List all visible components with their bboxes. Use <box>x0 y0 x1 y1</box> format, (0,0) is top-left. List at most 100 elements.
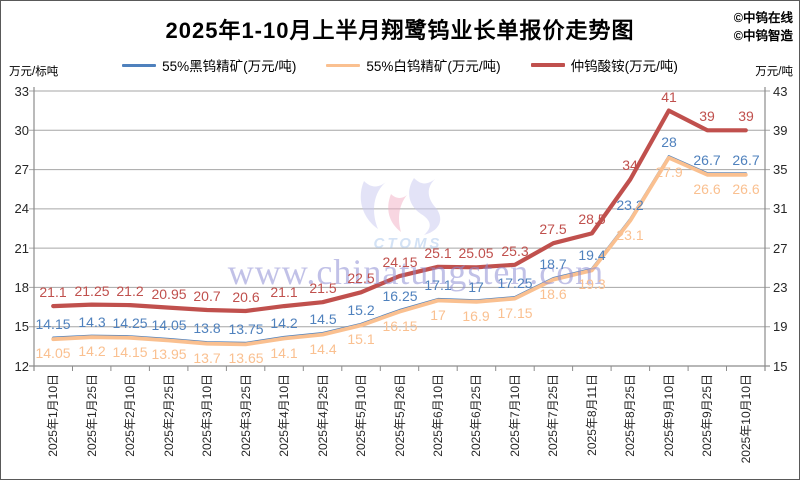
data-label: 14.5 <box>309 311 337 327</box>
x-axis-label: 2025年10月10日 <box>739 374 753 464</box>
data-label: 23.2 <box>616 197 644 213</box>
data-label: 34 <box>622 157 638 173</box>
left-axis-tick-label: 33 <box>14 84 29 99</box>
copyright-line-2: ©中钨智造 <box>733 29 793 43</box>
data-label: 39 <box>738 108 754 124</box>
x-axis-label: 2025年6月10日 <box>431 374 445 457</box>
x-axis-label: 2025年3月10日 <box>200 374 214 457</box>
data-label: 25.1 <box>424 245 452 261</box>
right-axis-tick-label: 15 <box>773 359 788 374</box>
x-axis-label: 2025年5月26日 <box>393 374 407 457</box>
left-axis-unit: 万元/标吨 <box>9 66 59 78</box>
legend-label: 55%白钨精矿(万元/吨) <box>366 59 501 74</box>
left-axis-tick-label: 12 <box>14 359 29 374</box>
data-label: 27.5 <box>539 221 567 237</box>
legend-item-white-tungsten: 55%白钨精矿(万元/吨) <box>326 55 501 75</box>
x-axis-label: 2025年8月11日 <box>585 374 599 456</box>
data-label: 17 <box>430 307 446 323</box>
legend-line-swatch-red <box>530 63 565 67</box>
data-label: 17.15 <box>497 305 533 321</box>
data-label: 13.7 <box>193 350 221 366</box>
right-axis-tick-label: 43 <box>773 84 788 99</box>
data-label: 25.05 <box>458 245 494 261</box>
chart-legend: 55%黑钨精矿(万元/吨) 55%白钨精矿(万元/吨) 仲钨酸铵(万元/吨) <box>1 55 799 75</box>
data-label: 26.6 <box>693 181 721 197</box>
copyright-line-1: ©中钨在线 <box>733 11 793 25</box>
left-axis-tick-label: 24 <box>14 201 29 216</box>
x-axis-label: 2025年6月25日 <box>469 374 483 457</box>
data-label: 13.95 <box>151 346 187 362</box>
svg-text:CTOMS: CTOMS <box>374 235 443 251</box>
data-label: 26.7 <box>693 152 721 168</box>
legend-label: 仲钨酸铵(万元/吨) <box>570 59 678 74</box>
data-label: 21.2 <box>116 283 144 299</box>
data-label: 20.7 <box>193 288 221 304</box>
right-axis-tick-label: 31 <box>773 201 788 216</box>
x-axis-label: 2025年1月25日 <box>85 374 99 457</box>
data-label: 13.8 <box>193 320 221 336</box>
left-axis-tick-label: 27 <box>14 162 29 177</box>
data-label: 14.05 <box>35 345 71 361</box>
data-label: 17.1 <box>424 277 452 293</box>
data-label: 28 <box>661 134 677 150</box>
copyright-block: ©中钨在线 ©中钨智造 <box>734 9 793 45</box>
data-label: 14.15 <box>112 344 148 360</box>
x-axis-label: 2025年9月25日 <box>700 374 714 457</box>
data-label: 14.3 <box>78 314 106 330</box>
right-axis-unit: 万元/吨 <box>755 66 793 78</box>
data-label: 26.6 <box>732 181 760 197</box>
legend-item-apt: 仲钨酸铵(万元/吨) <box>530 55 678 75</box>
right-axis-tick-label: 23 <box>773 280 788 295</box>
data-label: 21.1 <box>39 284 67 300</box>
right-axis-tick-label: 39 <box>773 123 788 138</box>
data-label: 21.1 <box>270 284 298 300</box>
data-label: 15.1 <box>347 331 375 347</box>
data-label: 14.2 <box>270 315 298 331</box>
data-label: 16.9 <box>462 308 490 324</box>
data-label: 28.5 <box>578 211 606 227</box>
legend-line-swatch-orange <box>326 63 361 67</box>
data-label: 41 <box>661 89 677 105</box>
data-label: 18.7 <box>539 256 567 272</box>
x-axis-label: 2025年3月25日 <box>239 374 253 457</box>
data-label: 24.15 <box>382 254 418 270</box>
data-label: 13.65 <box>228 350 264 366</box>
legend-item-black-tungsten: 55%黑钨精矿(万元/吨) <box>122 55 296 75</box>
data-label: 22.5 <box>347 270 375 286</box>
data-label: 15.2 <box>347 302 375 318</box>
right-axis-tick-label: 27 <box>773 241 788 256</box>
data-label: 16.25 <box>382 288 418 304</box>
legend-label: 55%黑钨精矿(万元/吨) <box>162 59 297 74</box>
left-axis-tick-label: 15 <box>14 319 29 334</box>
x-axis-label: 2025年4月10日 <box>277 374 291 457</box>
legend-line-swatch-blue <box>122 63 157 67</box>
data-label: 18.6 <box>539 286 567 302</box>
series-line-1 <box>51 155 748 347</box>
x-axis-label: 2025年7月10日 <box>508 374 522 457</box>
ctoms-logo-icon: CTOMS <box>360 178 443 251</box>
x-axis-label: 2025年1月10日 <box>46 374 60 457</box>
right-axis-tick-label: 19 <box>773 319 788 334</box>
data-label: 14.2 <box>78 343 106 359</box>
left-axis-tick-label: 21 <box>14 241 29 256</box>
watermark-url: www.chinatungsten.com <box>227 252 605 292</box>
data-label: 27.9 <box>655 164 683 180</box>
left-axis-tick-label: 18 <box>14 280 29 295</box>
x-axis-label: 2025年4月25日 <box>316 374 330 457</box>
data-label: 19.4 <box>578 247 606 263</box>
data-label: 26.7 <box>732 152 760 168</box>
x-axis-label: 2025年2月25日 <box>162 374 176 457</box>
right-axis-tick-label: 35 <box>773 162 788 177</box>
x-axis-label: 2025年9月10日 <box>662 374 676 457</box>
data-label: 13.75 <box>228 321 264 337</box>
data-label: 14.05 <box>151 317 187 333</box>
left-axis-tick-label: 30 <box>14 123 29 138</box>
x-axis-label: 2025年2月10日 <box>123 374 137 457</box>
data-label: 14.4 <box>309 341 337 357</box>
data-label: 14.25 <box>112 315 148 331</box>
data-label: 23.1 <box>616 227 644 243</box>
data-label: 39 <box>699 108 715 124</box>
data-label: 19.3 <box>578 276 606 292</box>
